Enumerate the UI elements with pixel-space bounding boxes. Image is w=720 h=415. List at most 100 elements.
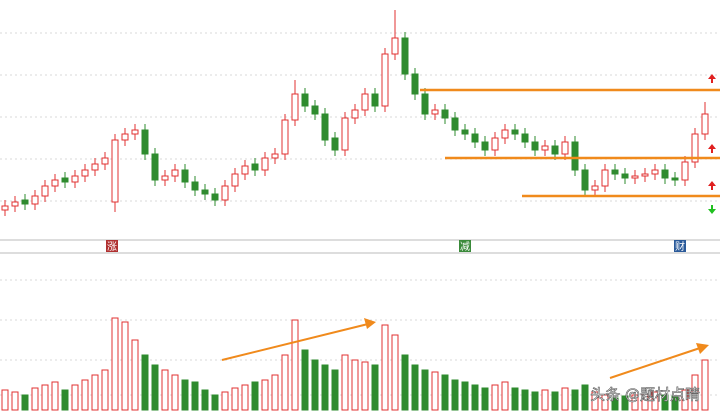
candle-body: [341, 117, 349, 151]
volume-bar: [251, 381, 259, 411]
candle-body: [331, 137, 339, 151]
volume-bar: [651, 391, 659, 411]
volume-bar: [41, 384, 49, 411]
event-marker-box: [674, 240, 686, 252]
candle-body: [311, 105, 319, 115]
volume-bar: [101, 369, 109, 411]
annotations: [221, 88, 720, 379]
volume-bar: [411, 364, 419, 411]
candle-body: [431, 109, 439, 115]
volume-bar: [461, 381, 469, 411]
candle-body: [271, 153, 279, 159]
volume-bar: [541, 389, 549, 411]
volume-bar: [61, 389, 69, 411]
candle-body: [391, 37, 399, 55]
candle-body: [621, 173, 629, 179]
candle-body: [261, 157, 269, 171]
candle-body: [141, 129, 149, 155]
candle-body: [11, 201, 19, 207]
candle-body: [611, 169, 619, 175]
grid: [0, 32, 720, 396]
event-marker: 财: [675, 240, 685, 253]
candle-body: [401, 37, 409, 75]
candle-body: [411, 73, 419, 95]
down-arrow: [708, 205, 716, 214]
candle-body: [101, 157, 109, 165]
volume-bar: [71, 384, 79, 411]
candle-body: [41, 185, 49, 197]
volume-bar: [191, 381, 199, 411]
volume-bar: [211, 394, 219, 411]
candle-body: [551, 145, 559, 155]
volume-bar: [521, 389, 529, 411]
volume-bar: [531, 391, 539, 411]
candle-body: [451, 117, 459, 131]
candle-body: [301, 93, 309, 107]
candle-body: [1, 205, 9, 211]
volume-bar: [241, 384, 249, 411]
candle-body: [641, 173, 649, 177]
volume-bar: [141, 354, 149, 411]
volume-bar: [561, 387, 569, 411]
watermark: 头条 @题材点睛: [590, 386, 700, 404]
volume-bar: [231, 387, 239, 411]
volume-bar: [571, 389, 579, 411]
volume-bar: [91, 374, 99, 411]
volume-bar: [31, 387, 39, 411]
volume-bar: [401, 354, 409, 411]
volume-bar: [451, 379, 459, 411]
volume-bar: [701, 359, 709, 411]
event-marker-box: [106, 240, 118, 252]
candle-body: [131, 129, 139, 135]
volume-bar: [181, 379, 189, 411]
candle-body: [231, 173, 239, 187]
volume-bar: [611, 397, 619, 411]
volume-bar: [431, 371, 439, 411]
candle-body: [21, 199, 29, 205]
candle-body: [361, 93, 369, 111]
candle-body: [211, 193, 219, 201]
volume-bar: [201, 389, 209, 411]
up-arrow: [708, 181, 716, 190]
candle-body: [111, 139, 119, 203]
event-marker-box: [459, 240, 471, 252]
candle-body: [531, 141, 539, 151]
volume-bar: [681, 389, 689, 411]
candle-body: [201, 189, 209, 195]
candle-body: [291, 93, 299, 121]
volume-bar: [11, 391, 19, 411]
volume-bar: [471, 384, 479, 411]
volume-bar: [621, 395, 629, 411]
candle-body: [511, 129, 519, 135]
volume-bar: [281, 354, 289, 411]
candle-body: [121, 133, 129, 141]
volume-bar: [171, 374, 179, 411]
volume-bar: [261, 379, 269, 411]
volume-bar: [341, 354, 349, 411]
volume-bar: [371, 364, 379, 411]
up-arrow: [708, 144, 716, 153]
candle-body: [581, 169, 589, 191]
volume-bar: [131, 339, 139, 411]
volume-bar: [511, 387, 519, 411]
trend-arrow: [221, 323, 369, 361]
candle-body: [541, 145, 549, 151]
candle-body: [281, 119, 289, 155]
volume-bar: [601, 394, 609, 411]
candle-body: [161, 175, 169, 181]
candle-body: [441, 109, 449, 119]
trend-arrow: [609, 347, 701, 379]
candle-body: [351, 109, 359, 119]
candle-body: [381, 53, 389, 107]
volume-bar: [321, 364, 329, 411]
candle-body: [221, 185, 229, 201]
volume-bar: [121, 321, 129, 411]
candle-body: [91, 163, 99, 171]
candle-body: [471, 133, 479, 143]
volume-bar: [491, 384, 499, 411]
volume-bar: [421, 369, 429, 411]
candle-body: [571, 141, 579, 171]
candle-body: [81, 169, 89, 177]
candle-body: [501, 129, 509, 139]
